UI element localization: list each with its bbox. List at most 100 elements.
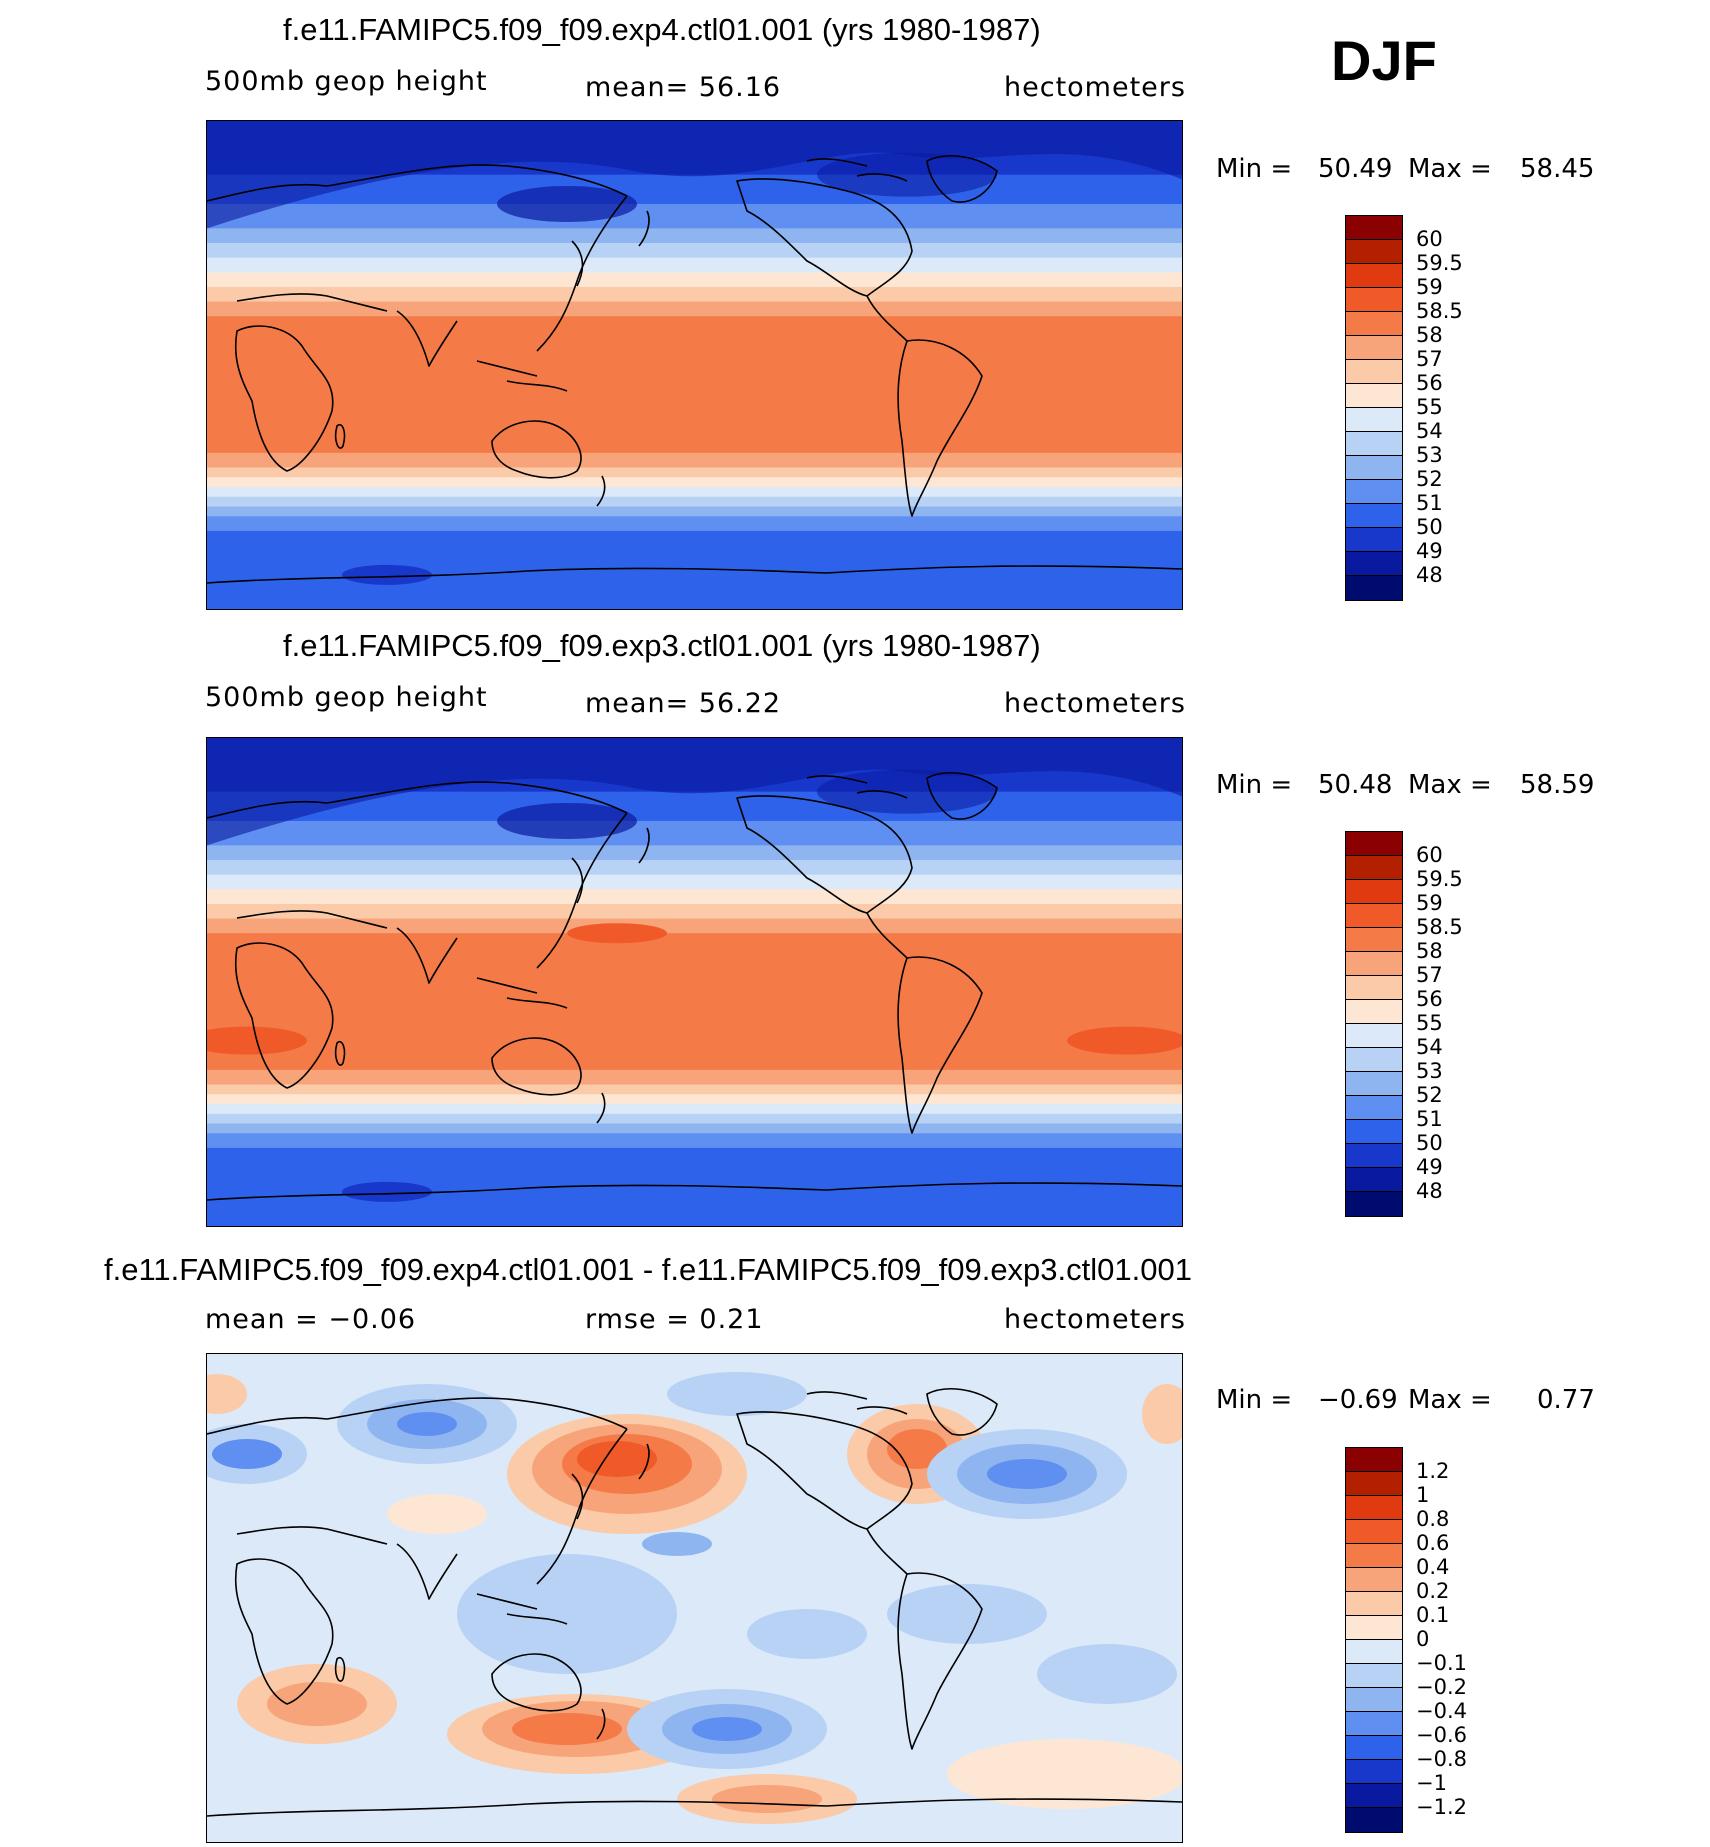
colorbar-tick-label: 0.1 [1416,1603,1450,1627]
colorbar-tick-label: 58.5 [1416,915,1463,939]
contour-band [207,301,1182,318]
colorbar-tick-label: 49 [1416,1155,1443,1179]
contour-band [207,257,1182,274]
colorbar-swatch [1346,1592,1402,1616]
mean-label: mean= 56.16 [585,72,782,103]
colorbar-swatch [1346,264,1402,288]
low-center [342,1181,432,1202]
colorbar-tick-label: 0.2 [1416,1579,1450,1603]
colorbar-swatch [1346,976,1402,1000]
colorbar-swatch [1346,1192,1402,1216]
coastline [207,1397,628,1435]
contour-blob [457,1554,677,1674]
colorbar-swatch [1346,952,1402,976]
colorbar-swatch [1346,832,1402,856]
colorbar-tick-label: 60 [1416,843,1443,867]
coastline [396,1543,458,1600]
map-plot [206,120,1183,610]
colorbar-swatch [1346,1640,1402,1664]
colorbar-tick-label: 53 [1416,443,1443,467]
contour-blob [747,1609,867,1659]
colorbar-tick-label: 59 [1416,275,1443,299]
coastline [491,1653,582,1712]
max-label: Max = [1408,154,1492,184]
colorbar-tick-label: 55 [1416,395,1443,419]
coastline [207,164,628,202]
coastline [207,565,1182,584]
colorbar-tick-label: 58.5 [1416,299,1463,323]
units-label: hectometers [1004,72,1186,103]
colorbar-swatch [1346,528,1402,552]
colorbar-tick-label: 49 [1416,539,1443,563]
contour-band [207,1113,1182,1125]
colorbar [1345,1447,1403,1833]
contour-band [207,203,1182,230]
contour-blob [667,1372,807,1416]
colorbar-tick-label: 50 [1416,1131,1443,1155]
contour-band [207,506,1182,518]
high-center [1067,1026,1182,1055]
contour-band [207,820,1182,847]
colorbar-tick-label: 59.5 [1416,251,1463,275]
coastline [736,1411,913,1530]
colorbar-swatch [1346,1048,1402,1072]
contour-field [207,121,1182,609]
colorbar-tick-label: 0 [1416,1627,1430,1651]
colorbar-swatch [1346,1448,1402,1472]
contour-band [207,1094,1182,1105]
colorbar-swatch [1346,456,1402,480]
map-plot [206,1353,1183,1843]
coastline [638,1443,650,1480]
colorbar-tick-label: −0.6 [1416,1723,1467,1747]
colorbar-swatch [1346,1808,1402,1832]
contour-band [207,477,1182,488]
units-label: hectometers [1004,688,1186,719]
colorbar-tick-label: 52 [1416,1083,1443,1107]
coastline [736,178,913,297]
coastline-layer [207,1388,1182,1817]
coastline [234,942,334,1089]
coastline [596,1092,606,1124]
coastline [866,1528,908,1575]
colorbar-swatch [1346,384,1402,408]
trough-region [207,121,1182,229]
colorbar-swatch [1346,1784,1402,1808]
coastline [536,1428,628,1585]
colorbar-tick-label: 57 [1416,347,1443,371]
colorbar [1345,215,1403,601]
coastline [491,420,582,479]
max-value: 58.45 [1520,154,1595,184]
colorbar-swatch [1346,1024,1402,1048]
low-center [817,769,997,814]
colorbar-swatch [1346,1544,1402,1568]
contour-blob [387,1494,487,1534]
colorbar-tick-label: −0.2 [1416,1675,1467,1699]
colorbar-swatch [1346,1072,1402,1096]
coastline [236,1526,388,1545]
coastline [234,1558,334,1705]
colorbar-tick-label: 0.4 [1416,1555,1450,1579]
coastline [396,927,458,984]
panel-title: f.e11.FAMIPC5.f09_f09.exp4.ctl01.001 (yr… [283,12,1041,47]
coastline [866,295,908,342]
max-value: 58.59 [1520,770,1595,800]
colorbar-swatch [1346,1760,1402,1784]
contour-band [207,467,1182,479]
rmse-label: rmse = 0.21 [585,1304,764,1335]
min-label: Min = [1216,154,1293,184]
colorbar-swatch [1346,1736,1402,1760]
colorbar-swatch [1346,1168,1402,1192]
low-center [342,564,432,585]
coastline [596,1708,606,1740]
coastline [334,424,346,449]
high-center [567,923,667,944]
colorbar-tick-label: 59.5 [1416,867,1463,891]
colorbar-tick-label: −0.8 [1416,1747,1467,1771]
contour-band [207,918,1182,935]
contour-band [207,487,1182,498]
colorbar-tick-label: 1.2 [1416,1459,1450,1483]
colorbar-tick-label: 58 [1416,939,1443,963]
colorbar-swatch [1346,928,1402,952]
coastline [806,775,908,799]
contour-band [207,516,1182,532]
